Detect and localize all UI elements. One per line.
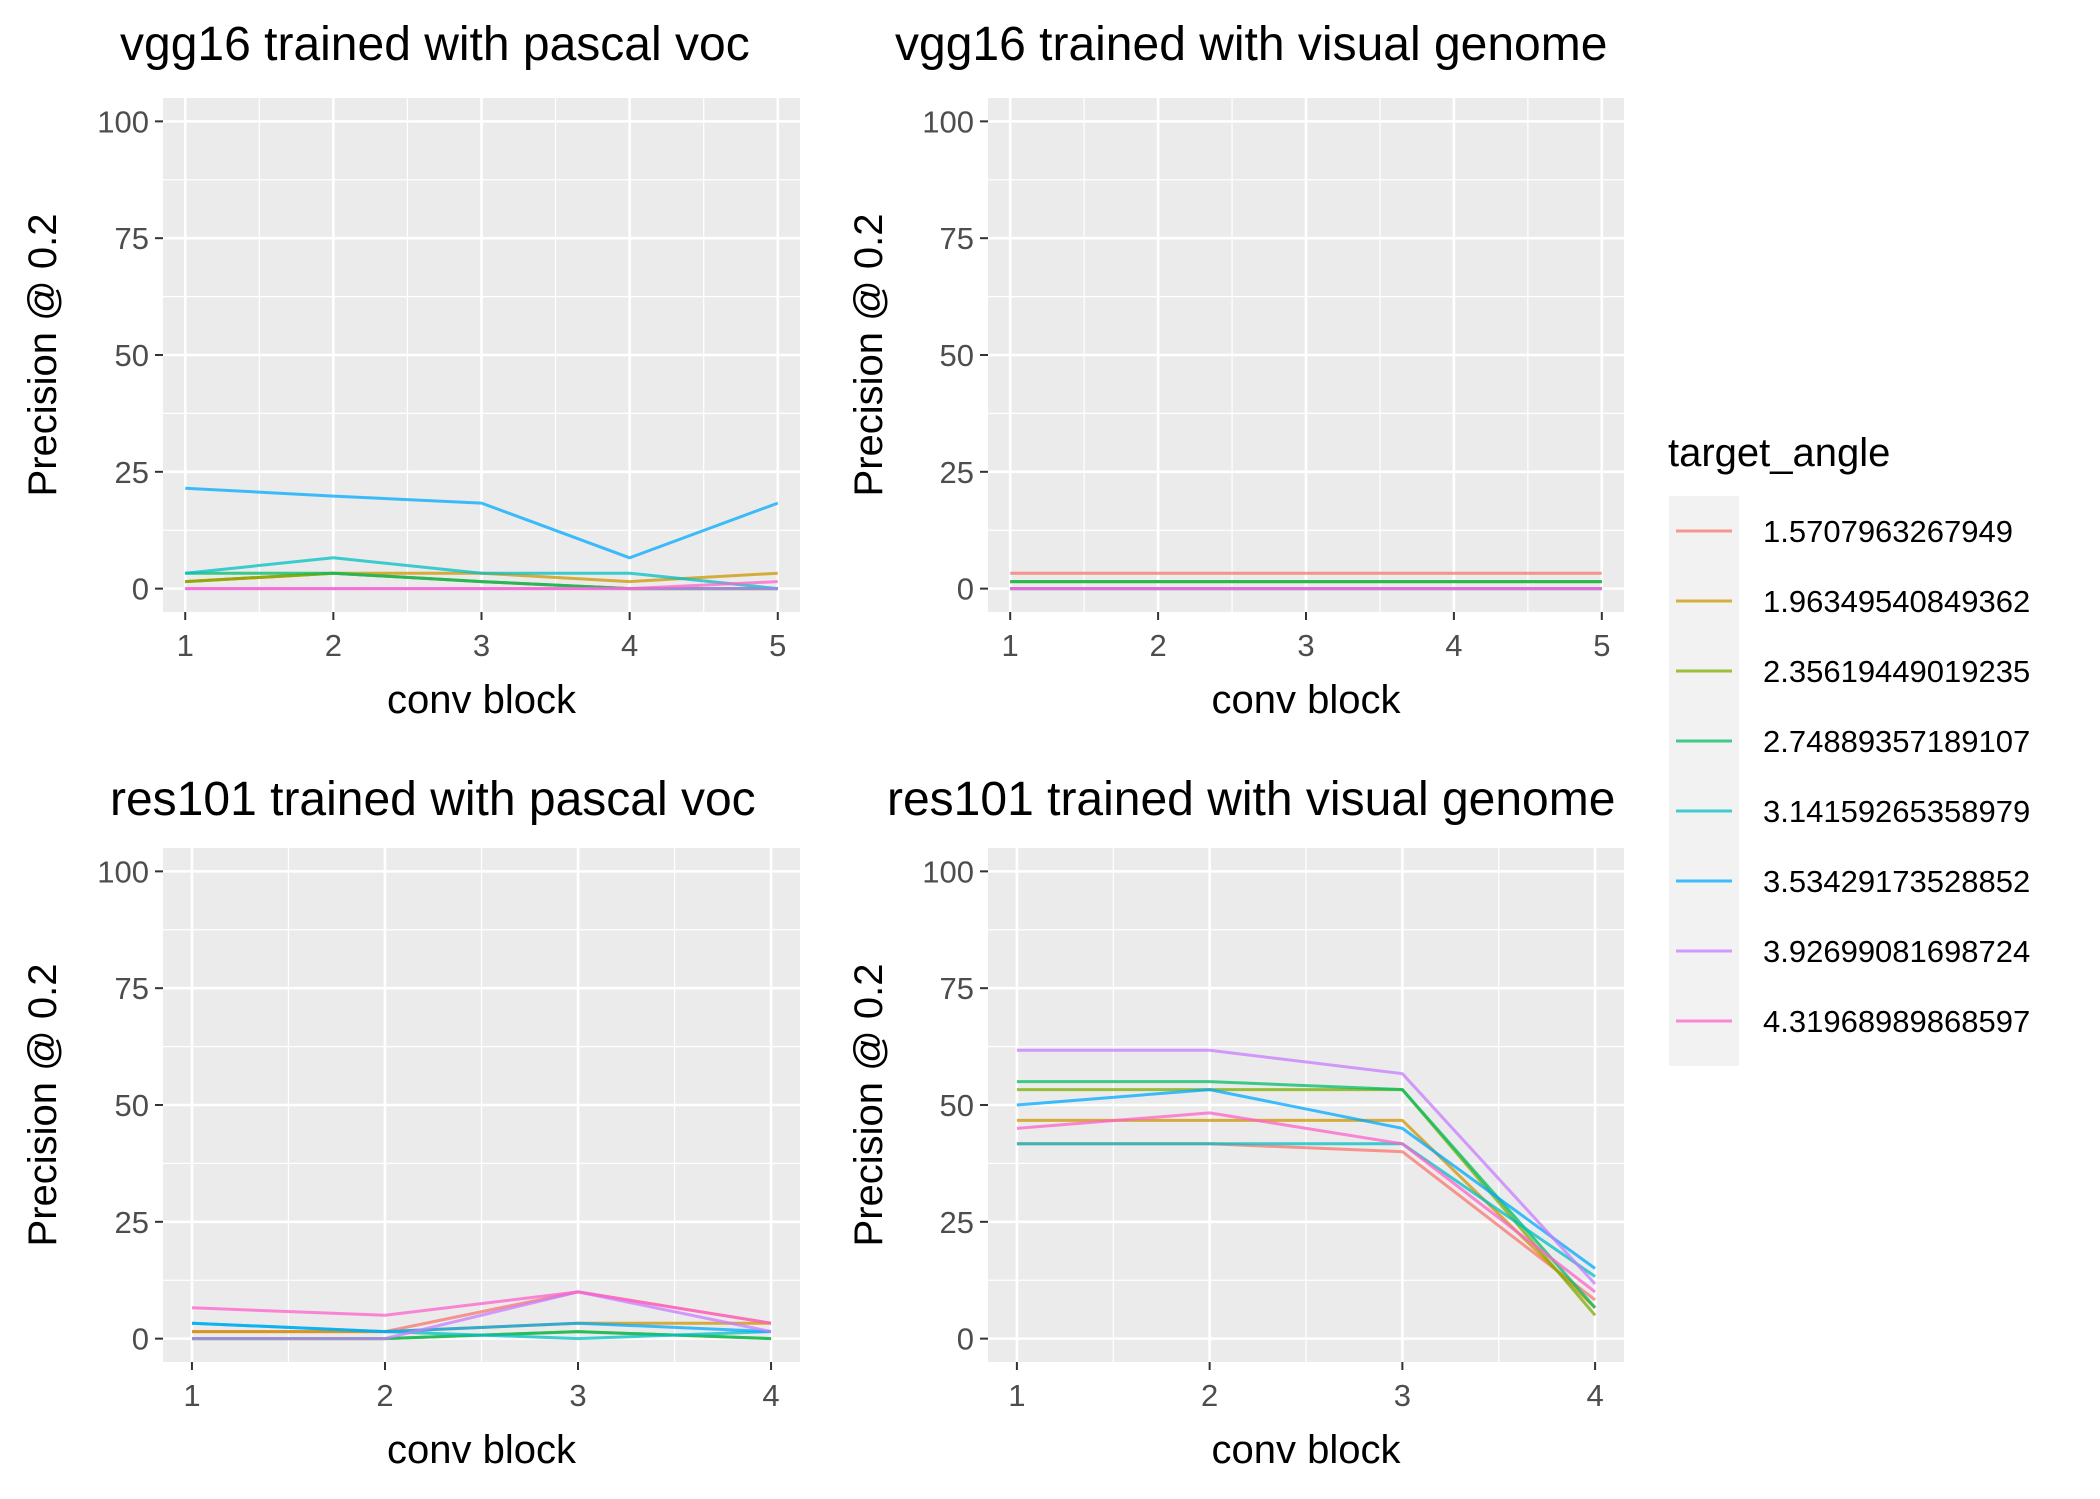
- y-tick-label: 0: [132, 572, 149, 607]
- x-tick-label: 3: [569, 1378, 586, 1413]
- series-line: [185, 486, 779, 560]
- y-tick-label: 50: [115, 1088, 149, 1123]
- x-axis-label: conv block: [387, 1428, 577, 1472]
- y-tick-label: 0: [957, 572, 974, 607]
- legend-label: 3.14159265358979: [1763, 794, 2030, 829]
- legend-entry: 3.53429173528852: [1676, 864, 2030, 899]
- y-tick-label: 25: [940, 455, 974, 490]
- x-axis-label: conv block: [1212, 1428, 1402, 1472]
- x-tick-label: 4: [762, 1378, 779, 1413]
- y-tick-label: 75: [940, 221, 974, 256]
- series-line: [185, 556, 778, 591]
- x-tick-label: 1: [1008, 1378, 1025, 1413]
- x-tick-label: 3: [1297, 628, 1314, 663]
- legend-entry: 2.74889357189107: [1676, 724, 2030, 759]
- legend-label: 2.35619449019235: [1763, 654, 2030, 689]
- legend-label: 2.74889357189107: [1763, 724, 2030, 759]
- x-tick-label: 2: [1201, 1378, 1218, 1413]
- x-tick-label: 3: [473, 628, 490, 663]
- y-tick-label: 50: [940, 338, 974, 373]
- legend-title: target_angle: [1668, 431, 1890, 475]
- y-tick-label: 100: [97, 854, 149, 889]
- legend: target_angle 1.5707963267949 1.9634954084…: [1668, 431, 2030, 1066]
- legend-label: 3.92699081698724: [1763, 934, 2030, 969]
- y-tick-label: 75: [115, 971, 149, 1006]
- x-tick-label: 4: [621, 628, 638, 663]
- x-tick-label: 1: [1002, 628, 1019, 663]
- x-tick-label: 1: [177, 628, 194, 663]
- y-tick-label: 75: [115, 221, 149, 256]
- y-tick-label: 50: [940, 1088, 974, 1123]
- legend-label: 3.53429173528852: [1763, 864, 2030, 899]
- panel-title: res101 trained with pascal voc: [110, 773, 756, 826]
- y-tick-label: 0: [132, 1322, 149, 1357]
- y-axis-label: Precision @ 0.2: [847, 214, 891, 497]
- x-tick-label: 4: [1586, 1378, 1603, 1413]
- series-line: [192, 1290, 772, 1341]
- panel-res101-pascal-voc: res101 trained with pascal voc 0 25 50 75 10…: [21, 773, 800, 1472]
- series-line: [1016, 1088, 1597, 1317]
- series-line: [191, 1321, 772, 1334]
- x-tick-label: 2: [1149, 628, 1166, 663]
- y-axis-label: Precision @ 0.2: [847, 964, 891, 1247]
- x-tick-label: 1: [183, 1378, 200, 1413]
- y-axis-label: Precision @ 0.2: [21, 964, 65, 1247]
- x-tick-label: 5: [1593, 628, 1610, 663]
- legend-label: 4.31968989868597: [1763, 1004, 2030, 1039]
- y-tick-label: 0: [957, 1322, 974, 1357]
- panel-vgg16-visual-genome: vgg16 trained with visual genome 0255075…: [847, 18, 1624, 722]
- legend-entry: 2.35619449019235: [1676, 654, 2030, 689]
- y-axis-label: Precision @ 0.2: [21, 214, 65, 497]
- legend-entry: 3.14159265358979: [1676, 794, 2030, 829]
- legend-entry: 3.92699081698724: [1676, 934, 2030, 969]
- series-line: [185, 580, 778, 591]
- y-tick-label: 25: [115, 1205, 149, 1240]
- legend-entry: 1.5707963267949: [1676, 514, 2013, 549]
- x-tick-label: 4: [1445, 628, 1462, 663]
- panel-vgg16-pascal-voc: vgg16 trained with pascal voc 0255075100…: [21, 18, 800, 722]
- x-tick-label: 2: [376, 1378, 393, 1413]
- y-tick-label: 25: [940, 1205, 974, 1240]
- x-tick-label: 5: [769, 628, 786, 663]
- legend-entry: 1.96349540849362: [1676, 584, 2030, 619]
- series-line: [191, 1290, 772, 1325]
- panel-res101-visual-genome: res101 trained with visual genome 0 25 50 7…: [847, 773, 1624, 1472]
- y-tick-label: 25: [115, 455, 149, 490]
- series-line: [1016, 1048, 1597, 1286]
- x-tick-label: 3: [1394, 1378, 1411, 1413]
- y-tick-label: 100: [922, 854, 974, 889]
- panel-title: res101 trained with visual genome: [887, 773, 1615, 826]
- legend-label: 1.5707963267949: [1763, 514, 2013, 549]
- series-line: [1016, 1088, 1596, 1270]
- series-line: [1016, 1142, 1596, 1278]
- legend-entry: 4.31968989868597: [1676, 1004, 2030, 1039]
- x-tick-label: 2: [325, 628, 342, 663]
- panel-title: vgg16 trained with pascal voc: [120, 18, 750, 71]
- panel-title: vgg16 trained with visual genome: [895, 18, 1607, 71]
- series-line: [1016, 1111, 1597, 1294]
- x-axis-label: conv block: [1212, 678, 1402, 722]
- y-tick-label: 75: [940, 971, 974, 1006]
- y-tick-label: 100: [922, 104, 974, 139]
- legend-key-background: [1669, 496, 1739, 1066]
- legend-label: 1.96349540849362: [1763, 584, 2030, 619]
- x-axis-label: conv block: [387, 678, 577, 722]
- y-tick-label: 100: [97, 104, 149, 139]
- y-tick-label: 50: [115, 338, 149, 373]
